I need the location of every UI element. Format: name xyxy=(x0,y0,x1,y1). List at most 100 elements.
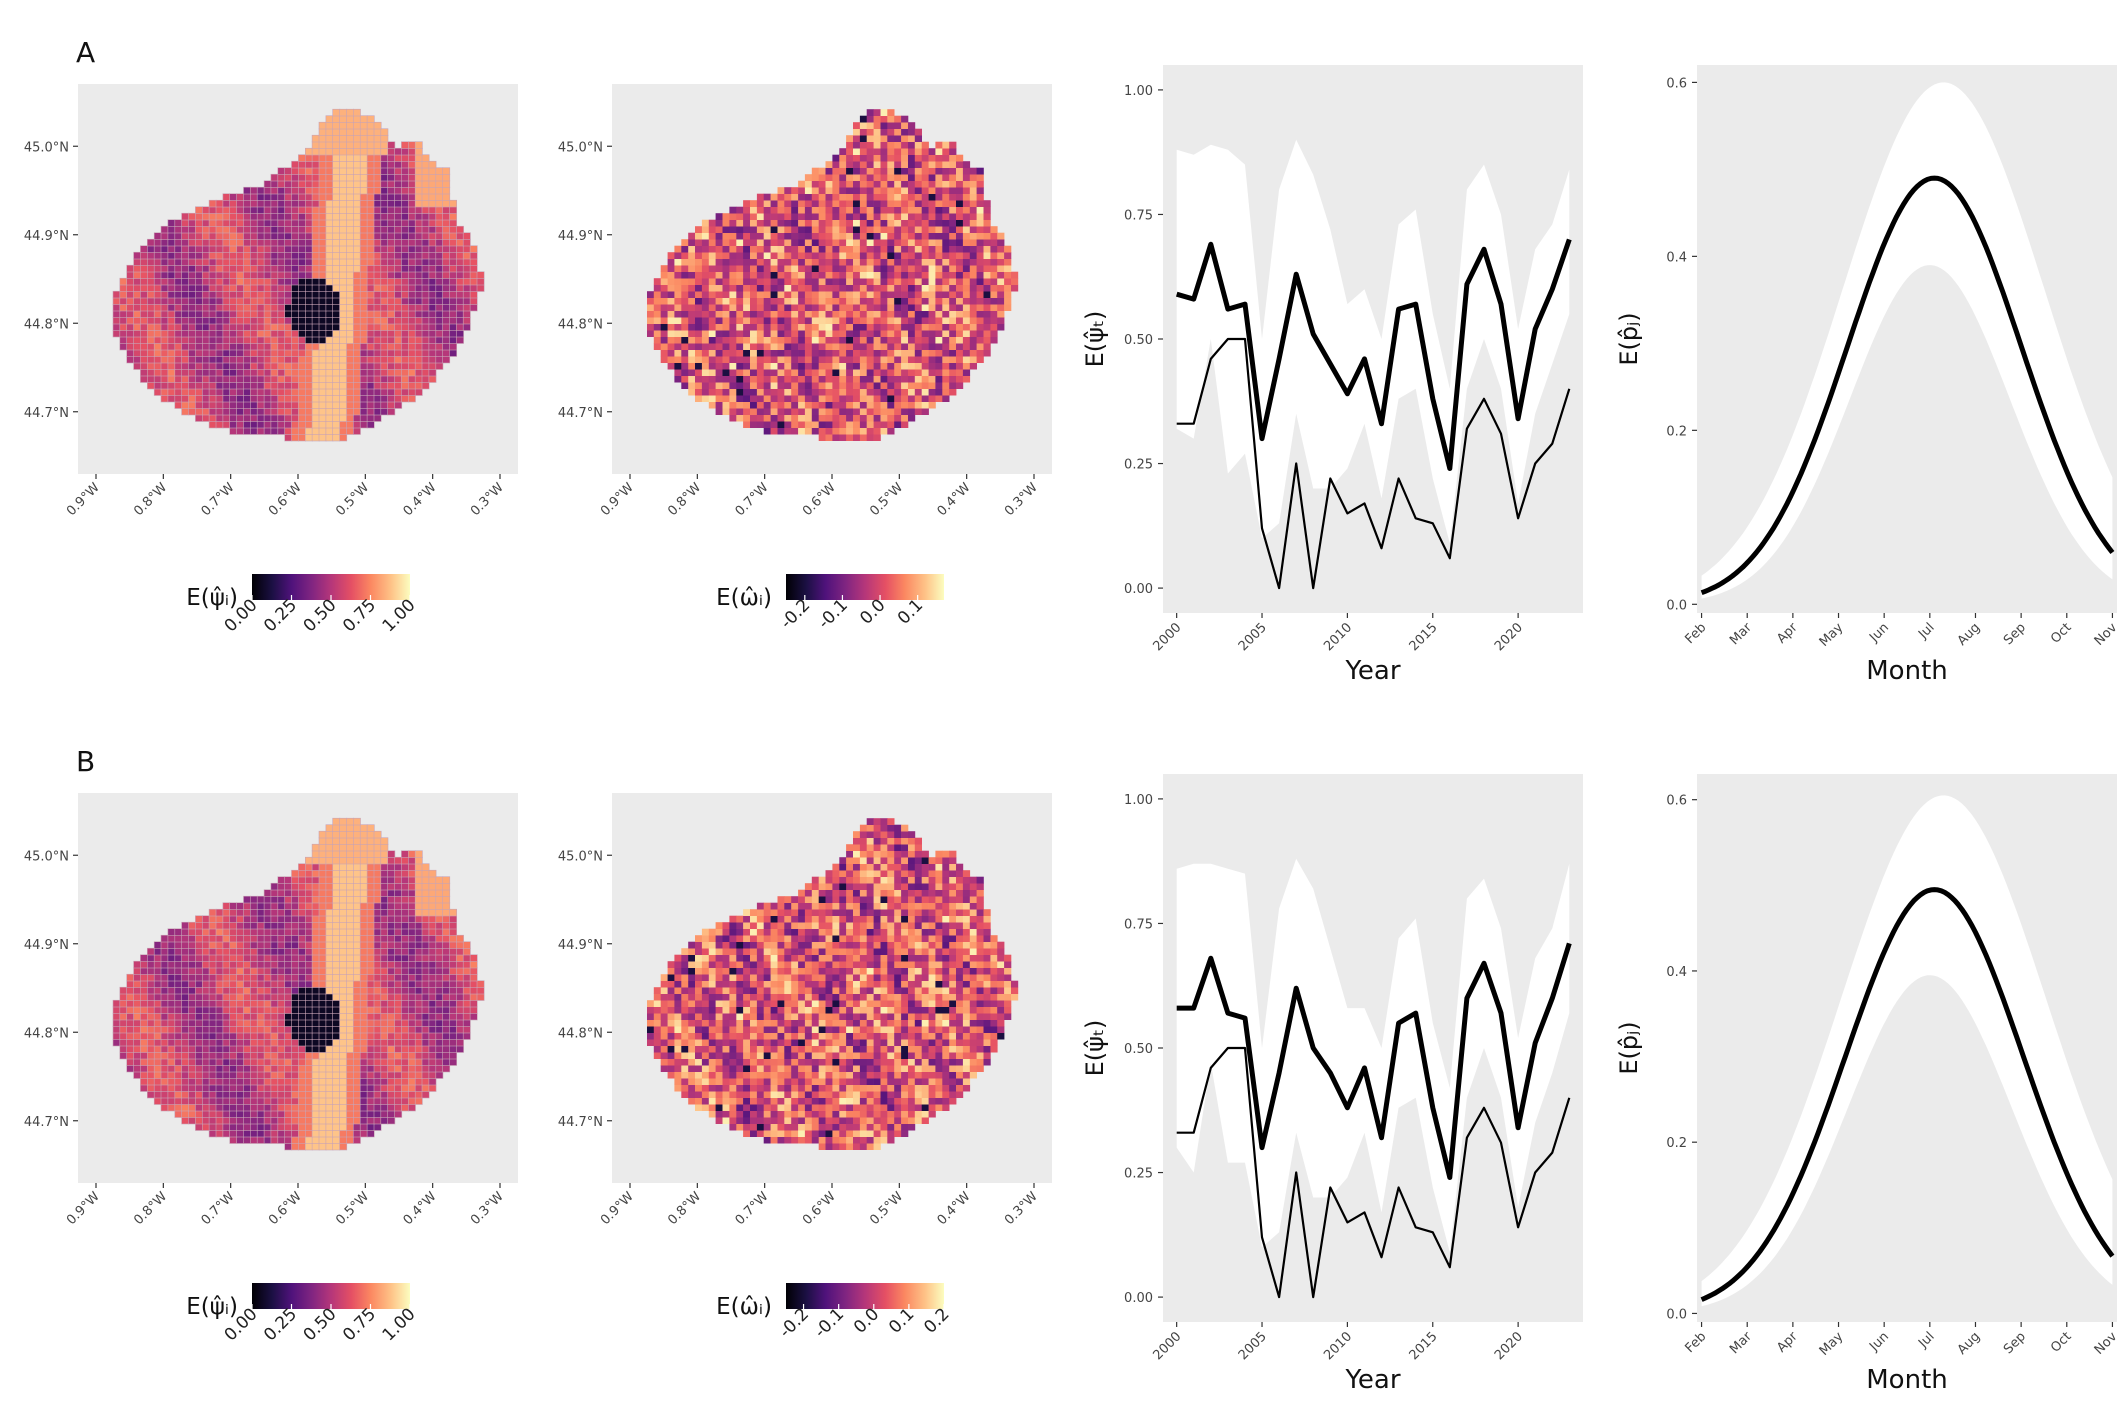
map-cell xyxy=(208,264,217,273)
map-cell xyxy=(256,993,265,1001)
map-cell xyxy=(284,1064,293,1073)
map-cell xyxy=(701,219,710,227)
map-cell xyxy=(304,284,313,292)
map-cell xyxy=(942,356,950,363)
map-cell xyxy=(291,336,299,344)
map-cell xyxy=(133,1038,142,1047)
map-cell xyxy=(256,303,265,312)
map-cell xyxy=(277,232,286,240)
map-cell xyxy=(942,349,950,357)
map-cell xyxy=(243,1116,251,1125)
map-cell xyxy=(174,225,183,234)
map-cell xyxy=(126,323,135,331)
x-tick-label: Jul xyxy=(1915,620,1937,642)
map-cell xyxy=(770,200,778,207)
map-cell xyxy=(243,394,251,403)
map-cell xyxy=(263,355,272,364)
map-cell xyxy=(401,284,409,292)
map-cell xyxy=(791,278,799,285)
map-cell xyxy=(914,271,922,279)
map-cell xyxy=(866,258,874,266)
map-cell xyxy=(222,1032,231,1040)
map-cell xyxy=(215,238,224,247)
y-tick-label: 0.0 xyxy=(1666,598,1687,613)
map-cell xyxy=(325,193,334,201)
map-cell xyxy=(1004,304,1012,311)
map-cell xyxy=(263,401,272,409)
map-cell xyxy=(414,388,423,396)
map-cell xyxy=(133,336,142,344)
map-cell xyxy=(701,395,710,402)
map-cell xyxy=(195,316,203,325)
map-cell xyxy=(784,401,792,409)
map-cell xyxy=(763,245,771,253)
map-cell xyxy=(949,187,957,194)
map-cell xyxy=(928,180,936,188)
map-cell xyxy=(339,427,348,435)
map-cell xyxy=(346,1103,354,1112)
map-cell xyxy=(366,368,375,377)
map-cell xyxy=(140,349,148,357)
map-cell xyxy=(181,999,190,1008)
map-cell xyxy=(387,986,396,995)
map-cell xyxy=(729,330,737,337)
map-cell xyxy=(284,1025,293,1034)
map-cell xyxy=(133,271,142,279)
map-cell xyxy=(853,291,861,298)
map-cell xyxy=(160,264,169,273)
map-cell xyxy=(346,336,354,344)
map-cell xyxy=(428,375,437,383)
map-cell xyxy=(421,251,430,260)
map-cell xyxy=(1004,265,1012,272)
map-cell xyxy=(126,277,135,286)
map-cell xyxy=(983,252,991,259)
map-cell xyxy=(401,245,409,253)
x-tick-label: Feb xyxy=(1683,620,1710,647)
map-cell xyxy=(743,213,751,220)
map-cell xyxy=(263,1006,272,1014)
map-cell xyxy=(990,330,998,337)
map-cell xyxy=(887,349,895,357)
map-cell xyxy=(373,355,382,364)
map-cell xyxy=(791,297,799,305)
map-cell xyxy=(373,401,382,409)
map-cell xyxy=(359,1025,368,1034)
map-cell xyxy=(401,329,409,338)
map-cell xyxy=(866,369,874,376)
map-cell xyxy=(942,161,950,168)
map-cell xyxy=(167,1058,176,1066)
map-cell xyxy=(366,1116,375,1125)
map-cell xyxy=(880,180,888,188)
map-cell xyxy=(873,291,881,298)
map-cell xyxy=(743,258,751,266)
map-cell xyxy=(133,1025,142,1034)
map-cell xyxy=(208,993,217,1001)
map-cell xyxy=(304,1071,313,1079)
map-cell xyxy=(208,225,217,234)
map-cell xyxy=(304,225,313,234)
map-cell xyxy=(935,265,943,272)
map-cell xyxy=(784,427,792,435)
map-cell xyxy=(401,375,409,383)
map-cell xyxy=(263,375,272,383)
map-cell xyxy=(250,238,258,247)
map-cell xyxy=(147,1058,155,1066)
map-cell xyxy=(394,394,403,403)
map-cell xyxy=(387,199,396,208)
map-cell xyxy=(256,407,265,416)
map-cell xyxy=(140,329,148,338)
map-cell xyxy=(804,213,813,220)
map-cell xyxy=(208,1110,217,1118)
map-cell xyxy=(373,303,382,312)
map-cell xyxy=(243,1051,251,1060)
map-cell xyxy=(846,369,854,376)
map-cell xyxy=(729,226,737,233)
map-cell xyxy=(846,323,854,331)
map-cell xyxy=(873,148,881,155)
map-cell xyxy=(229,1058,238,1066)
map-cell xyxy=(880,187,888,194)
map-cell xyxy=(304,388,313,396)
map-cell xyxy=(873,323,881,331)
map-cell xyxy=(983,226,991,233)
map-cell xyxy=(804,336,813,344)
